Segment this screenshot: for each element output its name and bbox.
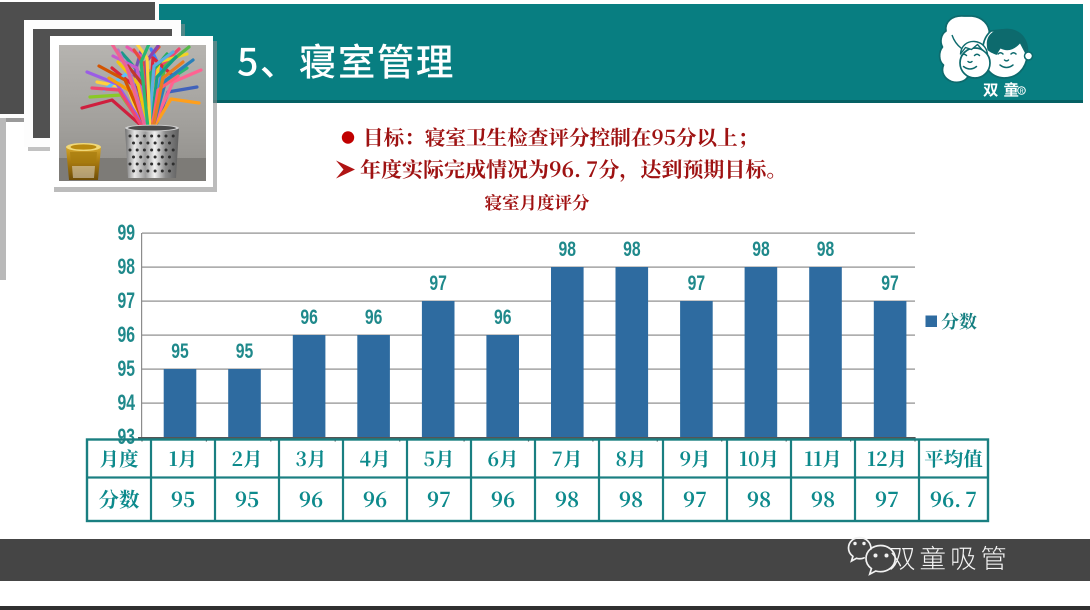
svg-text:96: 96 xyxy=(300,305,318,329)
svg-text:98: 98 xyxy=(752,237,770,261)
svg-text:97: 97 xyxy=(688,271,706,295)
svg-text:98: 98 xyxy=(118,254,136,279)
svg-text:98: 98 xyxy=(623,237,641,261)
svg-text:94: 94 xyxy=(118,390,136,415)
svg-text:93: 93 xyxy=(118,424,136,449)
svg-text:98: 98 xyxy=(559,237,577,261)
svg-text:96: 96 xyxy=(494,305,512,329)
svg-text:95: 95 xyxy=(236,339,254,363)
svg-text:95: 95 xyxy=(118,356,136,381)
svg-text:99: 99 xyxy=(118,220,136,245)
svg-text:97: 97 xyxy=(429,271,447,295)
svg-text:96: 96 xyxy=(365,305,383,329)
svg-text:95: 95 xyxy=(171,339,189,363)
svg-text:97: 97 xyxy=(881,271,899,295)
svg-text:98: 98 xyxy=(817,237,835,261)
svg-text:96: 96 xyxy=(118,322,136,347)
svg-text:97: 97 xyxy=(118,288,136,313)
